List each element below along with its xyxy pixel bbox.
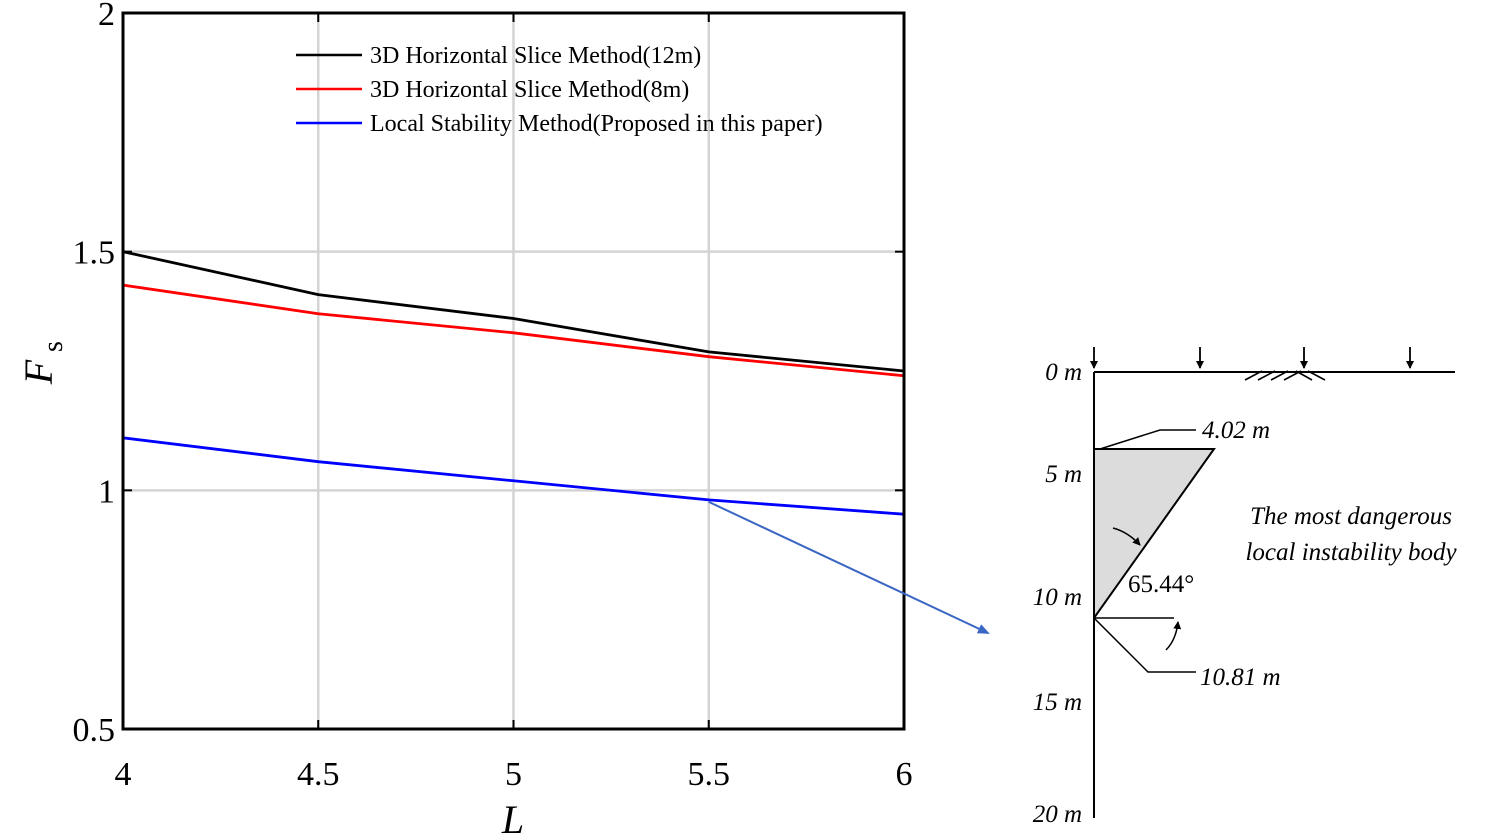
angle-arc-icon	[1112, 527, 1141, 546]
series-line-0	[122, 250, 905, 373]
bottom-angle-arc-icon	[1165, 621, 1182, 651]
depth-label-10: 10 m	[1033, 584, 1082, 611]
series-line-2	[122, 436, 905, 516]
series-lines	[122, 250, 905, 516]
depth-label-15: 15 m	[1033, 689, 1082, 716]
y-tick-label: 1.5	[73, 235, 116, 272]
depth-label-20: 20 m	[1033, 801, 1082, 828]
y-axis-title: F s	[16, 341, 69, 385]
legend-label-1: 3D Horizontal Slice Method(8m)	[370, 77, 689, 103]
surface-load-arrows	[1090, 347, 1414, 369]
bottom-depth-label: 10.81 m	[1200, 664, 1281, 691]
callout-arrow	[708, 500, 990, 634]
x-tick-labels: 4 4.5 5 5.5 6	[115, 756, 913, 793]
ground-hatching	[1244, 370, 1326, 381]
legend-label-2: Local Stability Method(Proposed in this …	[370, 111, 823, 137]
top-width-label: 4.02 m	[1202, 417, 1270, 444]
x-tick-label: 4	[115, 756, 132, 793]
bottom-depth-leader-line	[1093, 617, 1196, 673]
axis-ticks	[122, 12, 905, 730]
y-tick-label: 1	[98, 473, 115, 510]
x-tick-label: 4.5	[297, 756, 340, 793]
svg-text:s: s	[38, 341, 69, 352]
x-tick-label: 5	[505, 756, 522, 793]
svg-text:F: F	[16, 359, 61, 385]
x-tick-label: 6	[896, 756, 913, 793]
instability-diagram: 0 m 5 m 10 m 15 m 20 m 4.02 m 65.44° 10.…	[1033, 347, 1457, 828]
series-line-1	[122, 283, 905, 378]
legend-label-0: 3D Horizontal Slice Method(12m)	[370, 43, 701, 69]
instability-body	[1093, 448, 1216, 622]
diagram-caption-line-2: local instability body	[1245, 539, 1457, 566]
x-axis-title: L	[501, 797, 524, 838]
top-width-leader-line	[1099, 429, 1196, 450]
depth-label-0: 0 m	[1045, 359, 1082, 386]
y-tick-label: 0.5	[73, 712, 116, 749]
x-tick-label: 5.5	[688, 756, 731, 793]
diagram-caption-line-1: The most dangerous	[1250, 503, 1452, 530]
y-tick-labels: 0.5 1 1.5 2	[73, 0, 116, 749]
legend: 3D Horizontal Slice Method(12m) 3D Horiz…	[296, 43, 823, 137]
fs-vs-l-chart: 4 4.5 5 5.5 6 0.5 1 1.5 2 L F s 3D Horizontal S…	[16, 0, 913, 838]
y-tick-label: 2	[98, 0, 115, 33]
angle-label: 65.44°	[1128, 571, 1194, 598]
depth-label-5: 5 m	[1045, 461, 1082, 488]
grid	[123, 13, 904, 729]
